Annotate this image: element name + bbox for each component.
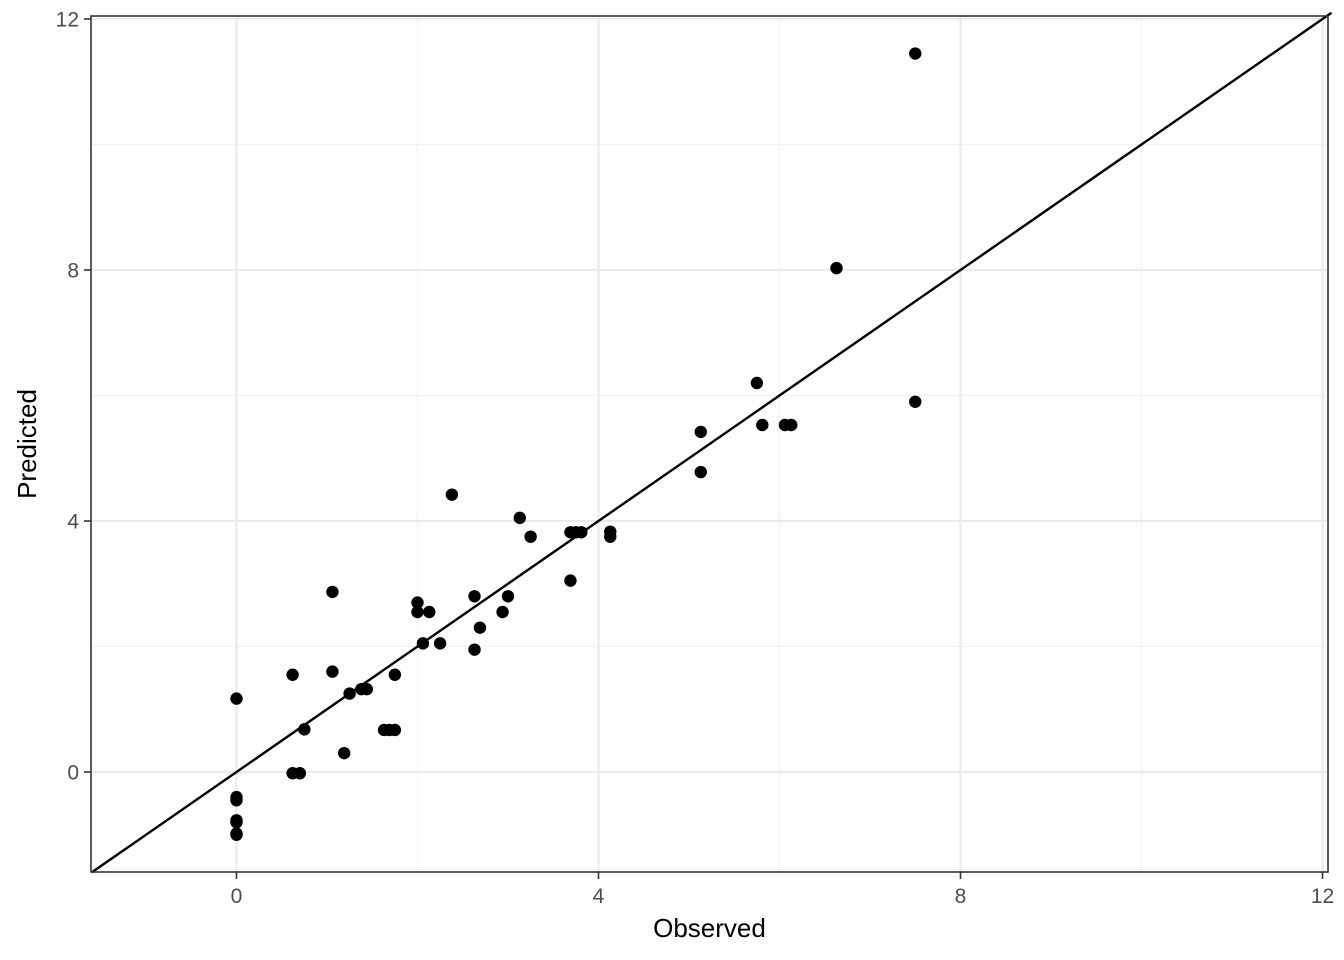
data-point — [604, 530, 617, 543]
data-point — [388, 668, 402, 681]
minor-grid — [91, 16, 1328, 872]
x-axis: 0 4 8 12 — [231, 872, 1334, 908]
data-point — [388, 723, 402, 737]
data-point — [468, 643, 481, 656]
x-axis-title: Observed — [653, 913, 766, 943]
data-point — [326, 585, 339, 599]
data-point — [909, 395, 922, 408]
data-point — [496, 605, 509, 619]
panel-border — [90, 15, 1329, 873]
data-point — [230, 692, 243, 705]
y-tick-label: 4 — [67, 511, 79, 534]
data-point — [326, 665, 339, 678]
x-tick-label: 4 — [593, 885, 605, 908]
data-point — [230, 794, 243, 807]
data-point — [433, 637, 447, 650]
data-point — [756, 418, 769, 432]
data-point — [473, 621, 487, 634]
data-point — [343, 687, 356, 700]
data-point — [750, 376, 764, 390]
data-point — [360, 682, 374, 696]
data-point — [286, 668, 299, 681]
data-point — [830, 261, 843, 275]
data-point — [293, 767, 307, 780]
y-tick-label: 8 — [67, 260, 79, 283]
data-point — [230, 816, 243, 829]
data-point — [785, 418, 798, 432]
y-axis-title: Predicted — [12, 389, 42, 499]
data-point — [468, 590, 481, 603]
x-tick-label: 12 — [1311, 885, 1334, 908]
data-point — [411, 596, 424, 609]
data-point — [416, 637, 430, 650]
data-point — [230, 828, 243, 841]
data-point — [575, 526, 588, 539]
points-layer — [230, 47, 922, 841]
y-tick-label: 0 — [67, 762, 79, 785]
data-point — [909, 47, 922, 60]
x-tick-label: 8 — [955, 885, 967, 908]
data-point — [411, 605, 424, 619]
y-axis: 0 4 8 12 — [56, 9, 91, 785]
y-tick-label: 12 — [56, 9, 79, 32]
data-point — [423, 605, 436, 619]
data-point — [445, 488, 459, 501]
data-point — [564, 574, 577, 587]
x-tick-label: 0 — [231, 885, 243, 908]
data-point — [298, 723, 311, 736]
data-point — [337, 746, 351, 760]
data-point — [694, 465, 707, 479]
data-point — [501, 590, 515, 603]
data-point — [524, 530, 537, 543]
data-point — [694, 425, 707, 439]
data-point — [513, 511, 526, 525]
